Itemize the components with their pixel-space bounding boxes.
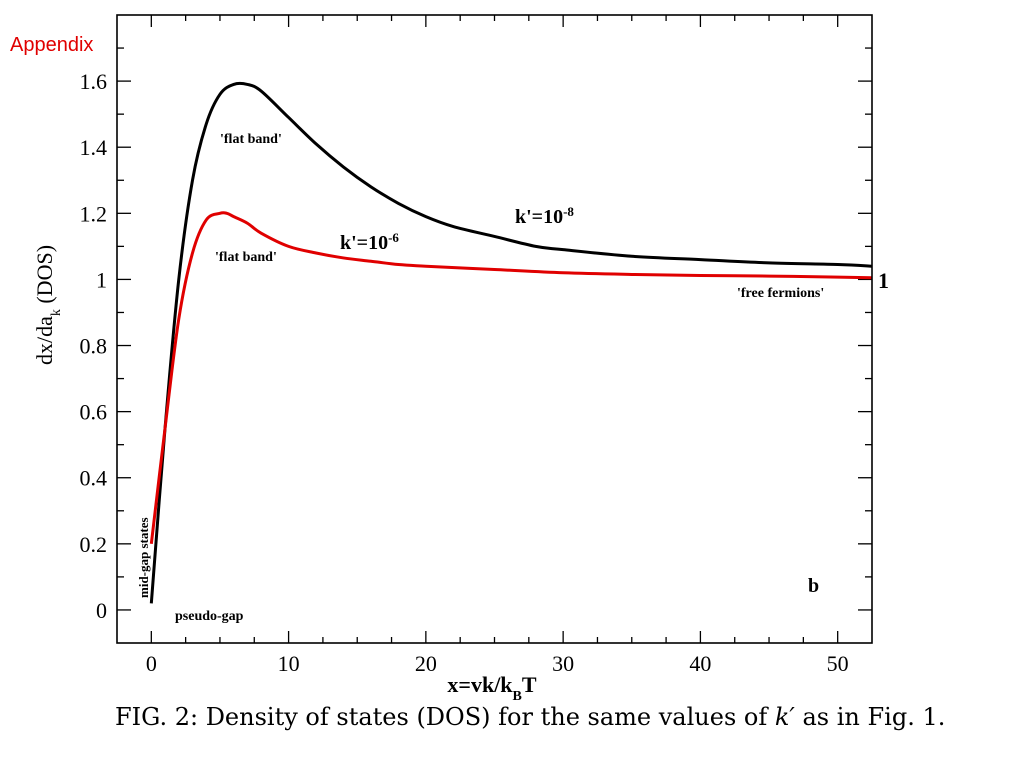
x-tick-label: 50 [827, 651, 849, 676]
y-tick-label: 0 [96, 598, 107, 623]
label-k-1e-8: k'=10-8 [515, 204, 574, 229]
pseudo-gap: pseudo-gap [175, 609, 244, 624]
x-tick-label: 20 [415, 651, 437, 676]
flat-band-upper: 'flat band' [220, 132, 282, 147]
plot-frame [116, 14, 873, 644]
y-axis-label: dx/dak (DOS) [32, 245, 64, 365]
flat-band-lower: 'flat band' [215, 250, 277, 265]
series-line-k-1e-6 [149, 211, 873, 545]
dos-chart: 0 10 20 30 40 50 0 0.2 0.4 0.6 0.8 1 1.2 1.4 1.6 x=vk/… [32, 14, 889, 700]
x-axis-label: x=vk/kBT [447, 672, 536, 700]
y-tick-label: 0.8 [80, 334, 108, 359]
tick-marks [117, 15, 872, 643]
y-tick-label: 1.2 [80, 201, 108, 226]
free-fermions: 'free fermions' [737, 286, 824, 301]
mid-gap-states: mid-gap states [136, 517, 151, 598]
x-tick-label: 30 [552, 651, 574, 676]
series-line-k-1e-8 [149, 81, 873, 604]
series-lines [149, 81, 873, 604]
y-tick-label: 0.2 [80, 532, 108, 557]
y-tick-label: 1.4 [80, 135, 108, 160]
y-tick-label: 0.4 [80, 466, 108, 491]
x-tick-label: 10 [278, 651, 300, 676]
y-tick-label: 1 [96, 267, 107, 292]
appendix-label: Appendix [10, 34, 94, 56]
caption-suffix: as in Fig. 1. [794, 703, 946, 731]
y-tick-label: 0.6 [80, 400, 108, 425]
caption-symbol: k′ [774, 703, 795, 731]
y-tick-label: 1.6 [80, 69, 108, 94]
right-value-label: 1 [878, 268, 889, 293]
x-tick-label: 40 [689, 651, 711, 676]
label-k-1e-6: k'=10-6 [340, 230, 399, 255]
figure-caption: FIG. 2: Density of states (DOS) for the … [115, 700, 1015, 734]
tick-labels: 0 10 20 30 40 50 0 0.2 0.4 0.6 0.8 1 1.2 1.4 1.6 [80, 69, 849, 676]
x-tick-label: 0 [146, 651, 157, 676]
caption-prefix: FIG. 2: Density of states (DOS) for the … [115, 703, 775, 731]
panel-letter: b [808, 575, 819, 597]
